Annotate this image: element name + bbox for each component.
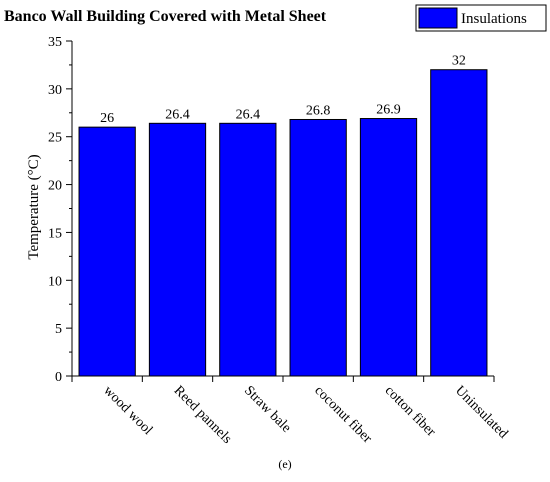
figure-caption: (e)	[278, 457, 291, 471]
y-tick-label: 0	[55, 370, 62, 385]
bar-value-label: 26.4	[236, 107, 261, 122]
x-tick-label: Straw bale	[241, 383, 294, 436]
bar	[148, 122, 207, 377]
legend: Insulations	[415, 4, 547, 32]
chart-title: Banco Wall Building Covered with Metal S…	[4, 8, 327, 25]
bar-value-label: 26.8	[306, 103, 331, 118]
bar-value-label: 26	[100, 111, 114, 126]
bar-value-label: 26.9	[376, 103, 401, 118]
bar	[219, 122, 277, 377]
y-tick-label: 20	[48, 179, 62, 194]
bar-value-label: 32	[452, 54, 466, 69]
legend-swatch	[418, 7, 458, 29]
bar-value-label: 26.4	[165, 107, 190, 122]
bars: 26 26.4 26.4 26.8 26.9 32	[78, 54, 488, 377]
bar	[78, 126, 136, 377]
y-tick-label: 35	[48, 35, 62, 50]
y-tick-label: 5	[55, 322, 62, 337]
legend-label: Insulations	[461, 11, 527, 27]
x-tick-label: coconut fiber	[311, 383, 374, 446]
bar	[359, 118, 418, 377]
x-tick-label: wood wool	[100, 383, 155, 438]
y-tick-label: 25	[48, 131, 62, 146]
x-tick-label: cotton fiber	[382, 383, 439, 440]
bar	[430, 69, 488, 377]
x-tick-label: Uninsulated	[452, 383, 510, 441]
x-tick-label: Reed pannels	[171, 383, 235, 447]
y-tick-label: 30	[48, 83, 62, 98]
y-tick-label: 15	[48, 226, 62, 241]
bar	[289, 118, 347, 377]
y-axis-title: Temperature (°C)	[26, 154, 42, 259]
y-tick-label: 10	[48, 274, 62, 289]
